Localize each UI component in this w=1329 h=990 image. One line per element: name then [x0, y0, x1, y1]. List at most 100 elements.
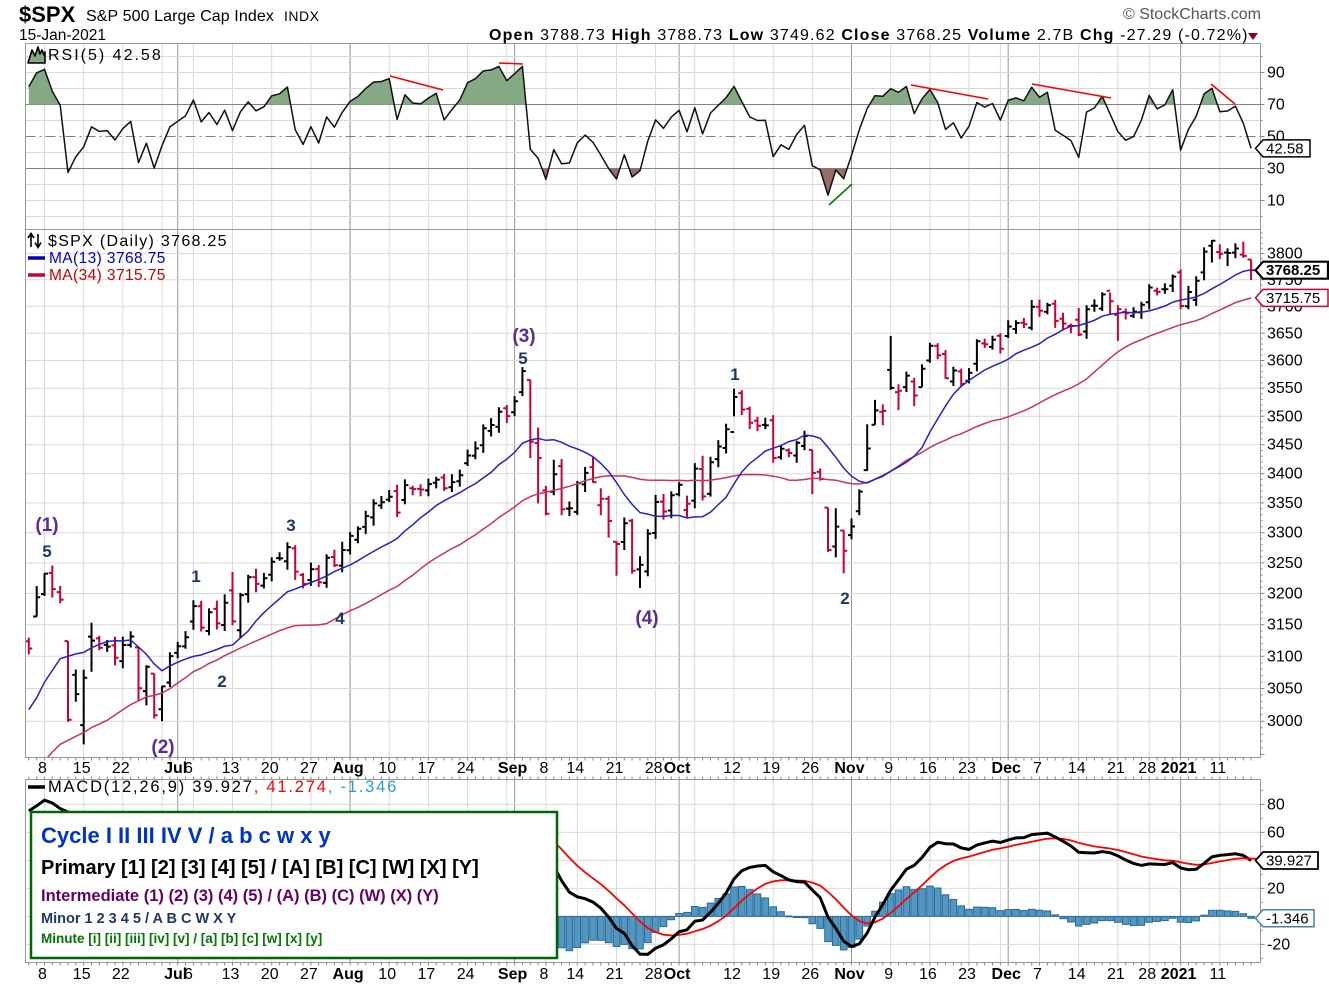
svg-text:RSI(5) 42.58: RSI(5) 42.58 — [48, 47, 163, 64]
svg-text:14: 14 — [1068, 966, 1086, 983]
svg-text:3550: 3550 — [1267, 380, 1303, 397]
svg-text:Oct: Oct — [664, 760, 691, 777]
svg-text:Open 3788.73 High 3788.73 Low: Open 3788.73 High 3788.73 Low 3749.62 Cl… — [489, 27, 1249, 44]
svg-text:Nov: Nov — [834, 760, 864, 777]
svg-text:42.58: 42.58 — [1266, 140, 1304, 157]
svg-text:24: 24 — [457, 760, 475, 777]
svg-text:8: 8 — [38, 966, 47, 983]
svg-text:19: 19 — [762, 760, 780, 777]
svg-text:MACD(12,26,9) 39.927, 41.274,: MACD(12,26,9) 39.927, 41.274, -1.346 — [48, 778, 398, 796]
svg-text:$SPX: $SPX — [19, 2, 76, 27]
svg-text:3800: 3800 — [1267, 246, 1303, 263]
svg-text:3250: 3250 — [1267, 555, 1303, 572]
svg-text:12: 12 — [723, 966, 741, 983]
svg-text:9: 9 — [884, 760, 893, 777]
svg-text:5: 5 — [518, 349, 527, 368]
svg-text:3450: 3450 — [1267, 437, 1303, 454]
svg-text:27: 27 — [300, 760, 318, 777]
svg-text:11: 11 — [1209, 966, 1226, 983]
svg-text:30: 30 — [1267, 161, 1285, 178]
svg-text:1: 1 — [191, 567, 200, 586]
svg-text:7: 7 — [1033, 760, 1042, 777]
svg-text:23: 23 — [958, 966, 976, 983]
svg-text:23: 23 — [958, 760, 976, 777]
svg-text:14: 14 — [566, 760, 584, 777]
svg-text:2: 2 — [217, 672, 226, 691]
svg-text:24: 24 — [457, 966, 475, 983]
svg-text:Minor 1 2 3 4 5 / A B C W X Y: Minor 1 2 3 4 5 / A B C W X Y — [41, 911, 237, 927]
svg-text:Primary [1] [2] [3] [4] [5] /: Primary [1] [2] [3] [4] [5] / [A] [B] [C… — [41, 857, 479, 879]
svg-text:15: 15 — [73, 760, 91, 777]
svg-text:16: 16 — [919, 760, 937, 777]
svg-text:MA(34) 3715.75: MA(34) 3715.75 — [49, 267, 166, 284]
svg-text:13: 13 — [222, 966, 240, 983]
svg-text:$SPX (Daily) 3768.25: $SPX (Daily) 3768.25 — [48, 233, 228, 250]
svg-text:3300: 3300 — [1267, 525, 1303, 542]
svg-text:-1.346: -1.346 — [1266, 910, 1309, 927]
svg-text:INDX: INDX — [284, 8, 320, 24]
svg-text:2021: 2021 — [1161, 760, 1197, 777]
svg-text:Sep: Sep — [498, 760, 528, 777]
svg-text:2021: 2021 — [1161, 966, 1197, 983]
svg-text:Oct: Oct — [664, 966, 691, 983]
svg-text:1: 1 — [730, 365, 739, 384]
svg-text:60: 60 — [1267, 824, 1285, 841]
svg-text:3715.75: 3715.75 — [1266, 290, 1320, 307]
svg-text:4: 4 — [335, 609, 345, 628]
svg-text:28: 28 — [645, 966, 663, 983]
svg-text:7: 7 — [1033, 966, 1042, 983]
svg-text:28: 28 — [645, 760, 663, 777]
svg-text:20: 20 — [261, 760, 279, 777]
svg-text:90: 90 — [1267, 65, 1285, 82]
svg-text:3100: 3100 — [1267, 648, 1303, 665]
svg-text:8: 8 — [38, 760, 47, 777]
svg-text:6: 6 — [184, 760, 193, 777]
svg-text:3350: 3350 — [1267, 495, 1303, 512]
svg-text:10: 10 — [378, 760, 396, 777]
svg-text:3600: 3600 — [1267, 353, 1303, 370]
svg-text:3150: 3150 — [1267, 617, 1303, 634]
svg-text:26: 26 — [801, 760, 819, 777]
svg-text:39.927: 39.927 — [1266, 853, 1312, 870]
svg-text:Aug: Aug — [333, 966, 364, 983]
svg-text:(1): (1) — [35, 515, 58, 536]
svg-text:3: 3 — [286, 516, 295, 535]
svg-text:Dec: Dec — [992, 966, 1021, 983]
svg-text:3000: 3000 — [1267, 713, 1303, 730]
svg-text:21: 21 — [1107, 966, 1125, 983]
svg-text:21: 21 — [606, 966, 624, 983]
svg-text:2: 2 — [840, 589, 849, 608]
svg-text:3768.25: 3768.25 — [1266, 262, 1320, 279]
svg-text:80: 80 — [1267, 796, 1285, 813]
svg-text:Jul: Jul — [164, 966, 187, 983]
svg-text:28: 28 — [1138, 760, 1156, 777]
svg-text:15-Jan-2021: 15-Jan-2021 — [19, 27, 106, 44]
svg-text:3200: 3200 — [1267, 586, 1303, 603]
svg-text:Intermediate (1) (2) (3) (4) (: Intermediate (1) (2) (3) (4) (5) / (A) (… — [41, 887, 439, 905]
svg-text:S&P 500 Large Cap Index: S&P 500 Large Cap Index — [86, 8, 274, 25]
svg-text:28: 28 — [1138, 966, 1156, 983]
svg-text:10: 10 — [378, 966, 396, 983]
svg-text:14: 14 — [1068, 760, 1086, 777]
svg-text:5: 5 — [42, 542, 51, 561]
svg-text:70: 70 — [1267, 97, 1285, 114]
svg-text:9: 9 — [884, 966, 893, 983]
svg-text:21: 21 — [606, 760, 624, 777]
svg-text:17: 17 — [418, 966, 436, 983]
svg-text:12: 12 — [723, 760, 741, 777]
svg-text:-20: -20 — [1267, 936, 1290, 953]
svg-text:Nov: Nov — [834, 966, 864, 983]
svg-text:6: 6 — [184, 966, 193, 983]
svg-text:(3): (3) — [512, 326, 535, 347]
svg-text:22: 22 — [112, 966, 130, 983]
svg-text:3050: 3050 — [1267, 681, 1303, 698]
svg-text:10: 10 — [1267, 193, 1285, 210]
svg-text:(2): (2) — [151, 737, 174, 758]
svg-text:15: 15 — [73, 966, 91, 983]
svg-text:26: 26 — [801, 966, 819, 983]
svg-text:Aug: Aug — [333, 760, 364, 777]
svg-text:3400: 3400 — [1267, 466, 1303, 483]
svg-text:3500: 3500 — [1267, 408, 1303, 425]
svg-text:MA(13) 3768.75: MA(13) 3768.75 — [49, 250, 166, 267]
svg-text:Cycle I II III IV V / a b c w: Cycle I II III IV V / a b c w x y — [41, 823, 332, 848]
